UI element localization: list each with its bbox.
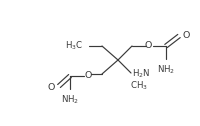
Text: O: O — [47, 84, 55, 92]
Text: NH$_2$: NH$_2$ — [156, 63, 174, 75]
Text: H$_3$C: H$_3$C — [64, 40, 83, 52]
Text: O: O — [144, 41, 151, 51]
Text: O: O — [84, 71, 91, 81]
Text: O: O — [182, 32, 189, 40]
Text: H$_2$N: H$_2$N — [131, 68, 150, 80]
Text: CH$_3$: CH$_3$ — [129, 80, 147, 92]
Text: NH$_2$: NH$_2$ — [61, 93, 79, 105]
